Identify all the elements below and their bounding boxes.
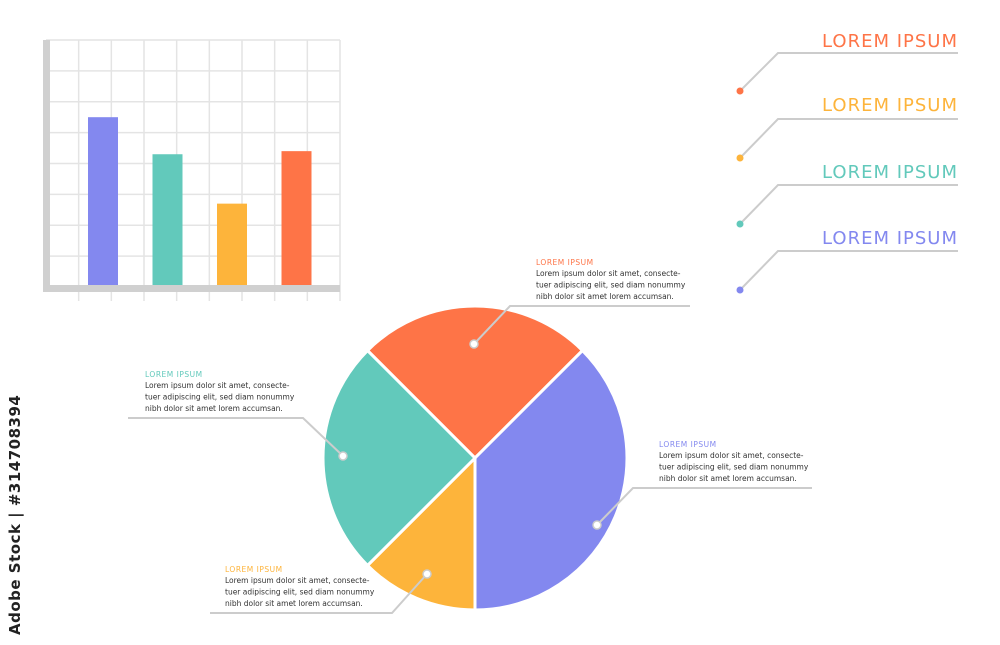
callout-connector — [596, 487, 812, 526]
callout-body-line: nibh dolor sit amet lorem accumsan. — [225, 599, 363, 608]
legend-label: LOREM IPSUM — [822, 228, 958, 249]
legend-connector — [739, 118, 958, 159]
pie-slice-1 — [365, 304, 585, 461]
legend-dot — [736, 286, 744, 294]
pie-callout-2: LOREM IPSUM Lorem ipsum dolor sit amet, c… — [128, 370, 348, 461]
legend-dot — [736, 87, 744, 95]
legend-label: LOREM IPSUM — [822, 31, 958, 52]
legend-dot — [736, 220, 744, 228]
callout-body-line: tuer adipiscing elit, sed diam nonummy — [659, 463, 809, 472]
legend-connector — [739, 250, 958, 291]
callout-body-line: Lorem ipsum dolor sit amet, consecte- — [659, 451, 804, 460]
pie-slice-3 — [365, 454, 477, 612]
callout-title: LOREM IPSUM — [659, 440, 717, 449]
bar-2 — [152, 154, 183, 285]
callout-dot — [469, 339, 479, 349]
bar-4 — [281, 151, 312, 285]
pie-callout-3: LOREM IPSUM Lorem ipsum dolor sit amet, c… — [592, 440, 812, 530]
callout-body-line: Lorem ipsum dolor sit amet, consecte- — [145, 381, 290, 390]
legend-connector — [739, 52, 958, 92]
callout-connector — [128, 417, 344, 457]
bar-chart — [43, 39, 341, 301]
pie-callout-1: LOREM IPSUM Lorem ipsum dolor sit amet, c… — [469, 258, 690, 349]
callout-body-line: Lorem ipsum dolor sit amet, consecte- — [536, 269, 681, 278]
bar-x-axis — [43, 285, 340, 292]
callout-connector — [473, 305, 690, 345]
legend-label: LOREM IPSUM — [822, 162, 958, 183]
pie-chart — [321, 304, 629, 612]
callout-body-line: Lorem ipsum dolor sit amet, consecte- — [225, 576, 370, 585]
legend-item-1: LOREM IPSUM — [736, 31, 958, 95]
legend: LOREM IPSUM LOREM IPSUM LOREM IPSUM LOREM I… — [736, 31, 958, 294]
legend-connector — [739, 184, 958, 225]
legend-item-2: LOREM IPSUM — [736, 95, 958, 162]
callout-body-line: nibh dolor sit amet lorem accumsan. — [145, 404, 283, 413]
legend-label: LOREM IPSUM — [822, 95, 958, 116]
stock-watermark: Adobe Stock | #314708394 — [6, 394, 24, 635]
pie-slice-2 — [473, 348, 629, 612]
callout-connector — [210, 573, 428, 614]
callout-dot — [338, 451, 348, 461]
callout-dot — [592, 520, 602, 530]
callout-body-line: tuer adipiscing elit, sed diam nonummy — [145, 393, 295, 402]
legend-item-3: LOREM IPSUM — [736, 162, 958, 228]
callout-body-line: tuer adipiscing elit, sed diam nonummy — [225, 588, 375, 597]
callout-body-line: nibh dolor sit amet lorem accumsan. — [659, 474, 797, 483]
bar-3 — [217, 203, 247, 285]
callout-body-line: nibh dolor sit amet lorem accumsan. — [536, 292, 674, 301]
bar-y-axis — [43, 40, 50, 291]
pie-callouts: LOREM IPSUM Lorem ipsum dolor sit amet, c… — [128, 258, 812, 614]
callout-dot — [422, 569, 432, 579]
pie-slice-4 — [321, 348, 478, 568]
callout-body-line: tuer adipiscing elit, sed diam nonummy — [536, 281, 686, 290]
legend-dot — [736, 154, 744, 162]
callout-title: LOREM IPSUM — [225, 565, 283, 574]
callout-title: LOREM IPSUM — [536, 258, 594, 267]
callout-title: LOREM IPSUM — [145, 370, 203, 379]
bar-1 — [88, 117, 118, 285]
legend-item-4: LOREM IPSUM — [736, 228, 958, 294]
pie-callout-4: LOREM IPSUM Lorem ipsum dolor sit amet, c… — [210, 565, 432, 614]
